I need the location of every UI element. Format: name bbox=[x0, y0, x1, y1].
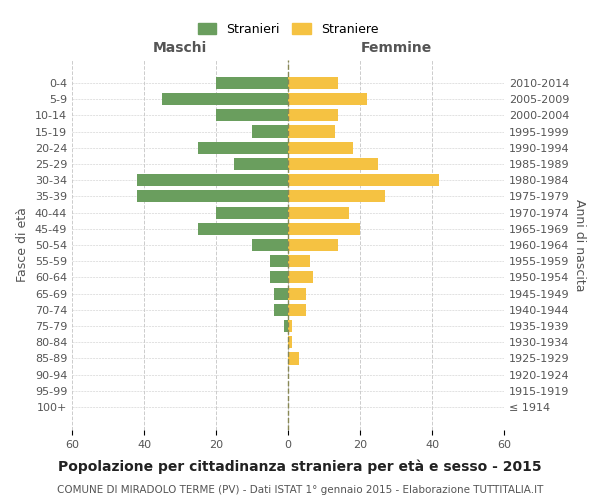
Bar bbox=[288, 158, 378, 170]
Bar bbox=[216, 109, 288, 122]
Bar bbox=[288, 190, 385, 202]
Text: COMUNE DI MIRADOLO TERME (PV) - Dati ISTAT 1° gennaio 2015 - Elaborazione TUTTIT: COMUNE DI MIRADOLO TERME (PV) - Dati IST… bbox=[57, 485, 543, 495]
Bar bbox=[162, 93, 288, 105]
Bar bbox=[252, 126, 288, 138]
Bar bbox=[216, 77, 288, 89]
Bar bbox=[216, 206, 288, 218]
Bar bbox=[198, 222, 288, 235]
Bar bbox=[288, 288, 306, 300]
Y-axis label: Fasce di età: Fasce di età bbox=[16, 208, 29, 282]
Bar bbox=[274, 304, 288, 316]
Bar bbox=[288, 93, 367, 105]
Bar bbox=[252, 239, 288, 251]
Legend: Stranieri, Straniere: Stranieri, Straniere bbox=[193, 18, 383, 41]
Bar bbox=[288, 109, 338, 122]
Bar bbox=[288, 77, 338, 89]
Bar bbox=[288, 304, 306, 316]
Bar bbox=[288, 320, 292, 332]
Bar bbox=[288, 222, 360, 235]
Bar bbox=[288, 336, 292, 348]
Bar bbox=[288, 239, 338, 251]
Y-axis label: Anni di nascita: Anni di nascita bbox=[573, 198, 586, 291]
Bar bbox=[270, 255, 288, 268]
Bar bbox=[288, 272, 313, 283]
Bar bbox=[288, 352, 299, 364]
Bar bbox=[270, 272, 288, 283]
Bar bbox=[288, 174, 439, 186]
Text: Popolazione per cittadinanza straniera per età e sesso - 2015: Popolazione per cittadinanza straniera p… bbox=[58, 460, 542, 474]
Bar bbox=[288, 206, 349, 218]
Bar bbox=[137, 190, 288, 202]
Bar bbox=[284, 320, 288, 332]
Bar bbox=[198, 142, 288, 154]
Bar bbox=[288, 126, 335, 138]
Bar bbox=[288, 142, 353, 154]
Bar bbox=[274, 288, 288, 300]
Bar bbox=[137, 174, 288, 186]
Bar bbox=[288, 255, 310, 268]
Bar bbox=[234, 158, 288, 170]
